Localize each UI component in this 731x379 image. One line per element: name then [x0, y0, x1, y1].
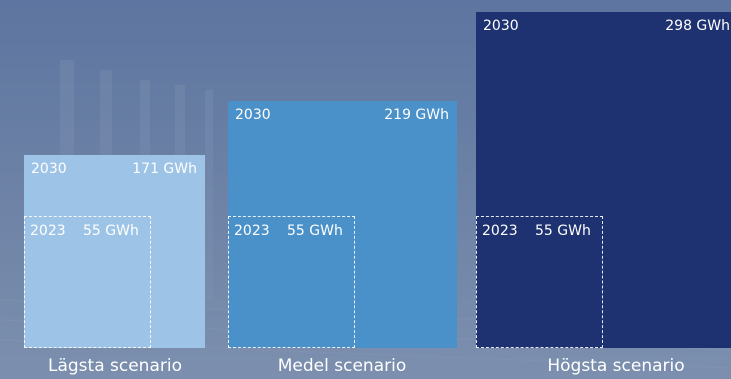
scenario-bar-2: 2030 219 GWh — [228, 101, 457, 348]
bar-year-label: 2030 — [235, 107, 271, 124]
baseline-year-label: 2023 — [482, 222, 518, 239]
baseline-value-label: 55 GWh — [287, 222, 343, 239]
scenario-bar-1: 2030 171 GWh — [24, 155, 205, 348]
baseline-value-label: 55 GWh — [535, 222, 591, 239]
category-label: Medel scenario — [277, 356, 407, 376]
baseline-2023-box: 2023 55 GWh — [476, 215, 603, 348]
bar-year-label: 2030 — [483, 18, 519, 34]
bar-year-label: 2030 — [31, 161, 67, 178]
baseline-year-label: 2023 — [234, 222, 270, 239]
bar-value-label: 298 GWh — [665, 18, 730, 34]
baseline-value-label: 55 GWh — [83, 222, 139, 239]
baseline-year-label: 2023 — [30, 222, 66, 239]
bar-value-label: 171 GWh — [132, 161, 197, 178]
baseline-2023-box: 2023 55 GWh — [228, 215, 355, 348]
scenario-bar-3: 2030 298 GWh — [476, 12, 731, 348]
category-label: Högsta scenario — [547, 356, 685, 376]
bar-value-label: 219 GWh — [384, 107, 449, 124]
baseline-2023-box: 2023 55 GWh — [24, 215, 151, 348]
category-label: Lägsta scenario — [48, 356, 182, 376]
